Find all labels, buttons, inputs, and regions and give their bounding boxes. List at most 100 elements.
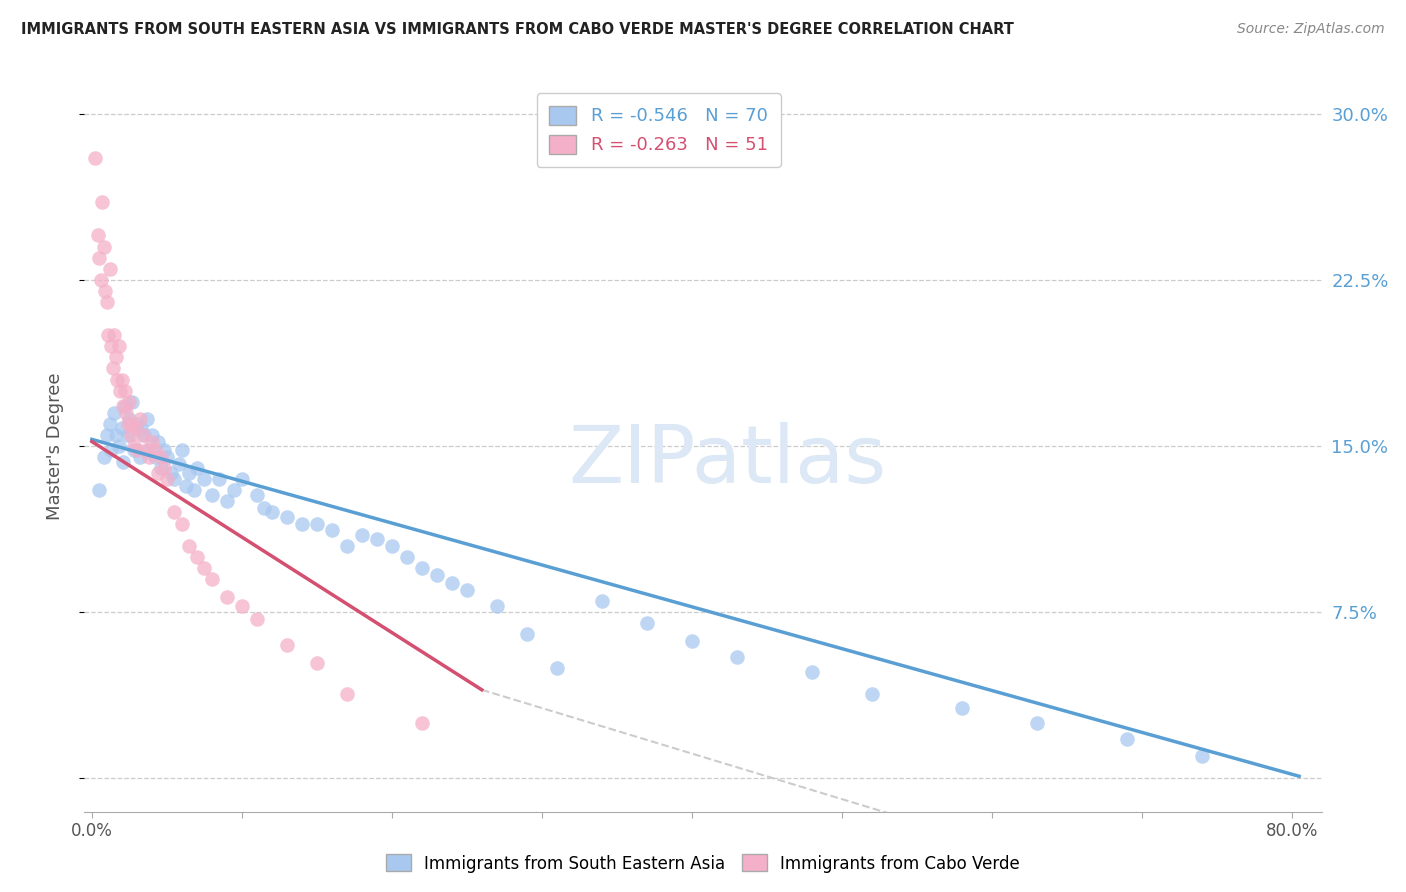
Point [114, 384, 136, 398]
Point [440, 576, 463, 591]
Point [138, 450, 160, 464]
Point [246, 612, 269, 626]
Point [117, 417, 139, 431]
Point [104, 428, 127, 442]
Point [149, 461, 172, 475]
Point [636, 616, 658, 631]
Point [163, 472, 186, 486]
Point [141, 428, 163, 442]
Point [167, 457, 190, 471]
Point [366, 532, 388, 546]
Point [100, 339, 122, 353]
Point [90, 273, 112, 287]
Point [163, 506, 186, 520]
Point [103, 328, 125, 343]
Point [725, 649, 748, 664]
Point [131, 421, 153, 435]
Point [122, 443, 145, 458]
Point [516, 627, 538, 641]
Point [124, 421, 146, 435]
Point [111, 421, 134, 435]
Point [160, 466, 183, 480]
Point [94, 284, 117, 298]
Point [105, 372, 128, 386]
Point [93, 450, 115, 464]
Point [860, 687, 883, 701]
Point [134, 428, 156, 442]
Point [176, 479, 198, 493]
Point [456, 583, 478, 598]
Point [305, 516, 328, 531]
Point [136, 412, 159, 426]
Point [800, 665, 823, 679]
Point [138, 443, 160, 458]
Point [276, 639, 298, 653]
Point [100, 443, 122, 458]
Point [381, 539, 404, 553]
Point [186, 549, 208, 564]
Point [156, 472, 179, 486]
Point [98, 261, 121, 276]
Point [215, 494, 238, 508]
Point [149, 450, 172, 464]
Point [89, 483, 111, 498]
Point [179, 539, 201, 553]
Point [132, 428, 155, 442]
Point [276, 510, 298, 524]
Point [260, 506, 283, 520]
Point [253, 501, 276, 516]
Point [96, 428, 118, 442]
Point [305, 657, 328, 671]
Point [120, 428, 142, 442]
Point [111, 372, 134, 386]
Point [117, 428, 139, 442]
Point [485, 599, 508, 613]
Point [118, 412, 141, 426]
Point [246, 488, 269, 502]
Point [87, 228, 110, 243]
Point [128, 412, 150, 426]
Point [1191, 749, 1213, 764]
Point [411, 716, 433, 731]
Y-axis label: Master's Degree: Master's Degree [45, 372, 63, 520]
Point [681, 634, 703, 648]
Point [231, 599, 253, 613]
Point [231, 472, 253, 486]
Point [170, 516, 193, 531]
Point [321, 523, 343, 537]
Point [143, 443, 166, 458]
Point [135, 443, 157, 458]
Point [125, 443, 148, 458]
Point [153, 461, 176, 475]
Point [336, 539, 359, 553]
Point [112, 399, 135, 413]
Point [128, 450, 150, 464]
Point [103, 406, 125, 420]
Point [89, 251, 111, 265]
Point [104, 351, 127, 365]
Point [336, 687, 359, 701]
Point [411, 561, 433, 575]
Point [91, 195, 114, 210]
Legend: R = -0.546   N = 70, R = -0.263   N = 51: R = -0.546 N = 70, R = -0.263 N = 51 [537, 93, 780, 167]
Point [93, 239, 115, 253]
Point [83, 151, 105, 165]
Point [193, 561, 215, 575]
Point [1025, 716, 1047, 731]
Point [291, 516, 314, 531]
Point [125, 417, 148, 431]
Point [395, 549, 418, 564]
Point [97, 328, 120, 343]
Point [118, 394, 141, 409]
Point [96, 294, 118, 309]
Point [170, 443, 193, 458]
Point [156, 450, 179, 464]
Point [122, 439, 145, 453]
Point [108, 339, 131, 353]
Point [350, 527, 373, 541]
Point [121, 417, 143, 431]
Point [186, 461, 208, 475]
Point [146, 466, 169, 480]
Point [201, 488, 224, 502]
Point [146, 434, 169, 449]
